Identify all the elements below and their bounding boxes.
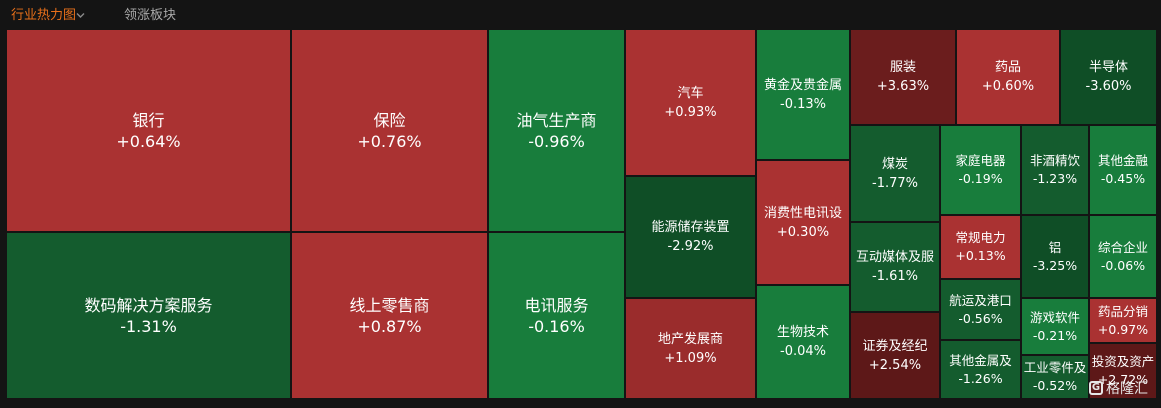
tile-gold-precious-metals[interactable]: 黄金及贵金属 -0.13% [756, 29, 850, 160]
tile-name: 汽车 [677, 85, 704, 101]
tile-name: 银行 [132, 110, 165, 130]
tile-automobile[interactable]: 汽车 +0.93% [625, 29, 756, 176]
tile-name: 互动媒体及服 [855, 250, 934, 265]
chevron-down-icon[interactable] [76, 11, 85, 20]
tile-change: -2.92% [667, 239, 714, 254]
tile-change: -0.56% [958, 310, 1003, 326]
tile-name: 数码解决方案服务 [84, 295, 213, 315]
tile-name: 航运及港口 [949, 292, 1012, 308]
tile-aluminum[interactable]: 铝 -3.25% [1021, 215, 1089, 298]
tile-change: -1.77% [872, 175, 918, 191]
tile-name: 铝 [1048, 239, 1062, 255]
tile-shipping-ports[interactable]: 航运及港口 -0.56% [940, 279, 1021, 340]
tile-name: 药品分销 [1097, 303, 1148, 319]
tile-name: 能源储存装置 [651, 220, 730, 235]
tile-change: +3.63% [876, 79, 930, 94]
tile-name: 黄金及贵金属 [763, 77, 842, 93]
tile-digital-solutions[interactable]: 数码解决方案服务 -1.31% [6, 232, 291, 399]
tile-name: 家庭电器 [955, 153, 1006, 168]
tile-other-metals[interactable]: 其他金属及 -1.26% [940, 340, 1021, 399]
tile-securities-brokerage[interactable]: 证券及经纪 +2.54% [850, 312, 940, 399]
tile-change: +0.97% [1097, 321, 1149, 337]
tile-name: 半导体 [1088, 60, 1128, 75]
tile-change: +0.30% [776, 224, 830, 240]
tile-change: -3.25% [1032, 257, 1078, 273]
tile-change: +2.72% [1097, 372, 1149, 387]
tile-name: 非酒精饮 [1029, 153, 1080, 168]
tile-conglomerates[interactable]: 综合企业 -0.06% [1089, 215, 1157, 298]
tile-investment-asset[interactable]: 投资及资产 +2.72% [1089, 343, 1157, 399]
tile-conventional-power[interactable]: 常规电力 +0.13% [940, 215, 1021, 279]
gelonghui-logo-icon: G [1089, 381, 1103, 395]
tile-name: 消费性电讯设 [763, 205, 842, 221]
tile-change: -0.21% [1032, 327, 1078, 343]
watermark-text: 格隆汇 [1106, 381, 1148, 397]
tile-non-alcoholic-beverages[interactable]: 非酒精饮 -1.23% [1021, 125, 1089, 215]
tile-name: 其他金属及 [949, 352, 1012, 368]
tile-name: 常规电力 [955, 230, 1006, 245]
tile-energy-storage[interactable]: 能源储存装置 -2.92% [625, 176, 756, 298]
tile-bank[interactable]: 银行 +0.64% [6, 29, 291, 232]
header-bar: 行业热力图 领涨板块 [0, 0, 1161, 30]
tile-name: 地产发展商 [657, 331, 723, 347]
tile-change: -0.16% [528, 316, 585, 336]
tile-oil-gas[interactable]: 油气生产商 -0.96% [488, 29, 625, 232]
heatmap: 银行 +0.64% 数码解决方案服务 -1.31% 保险 +0.76% 线上零售… [0, 28, 1161, 400]
tile-name: 证券及经纪 [862, 338, 928, 354]
tile-apparel[interactable]: 服装 +3.63% [850, 29, 956, 125]
tile-consumer-telecom-equipment[interactable]: 消费性电讯设 +0.30% [756, 160, 850, 285]
tile-name: 游戏软件 [1029, 309, 1080, 325]
tile-home-appliances[interactable]: 家庭电器 -0.19% [940, 125, 1021, 215]
tile-change: -1.26% [958, 370, 1003, 386]
tile-name: 工业零件及 [1023, 360, 1087, 375]
tile-change: -1.23% [1032, 171, 1078, 186]
tile-change: +0.87% [357, 316, 422, 336]
tile-telecom-services[interactable]: 电讯服务 -0.16% [488, 232, 625, 399]
tile-change: -0.45% [1100, 171, 1146, 186]
tile-biotech[interactable]: 生物技术 -0.04% [756, 285, 850, 399]
tile-insurance[interactable]: 保险 +0.76% [291, 29, 488, 232]
tile-drug-distribution[interactable]: 药品分销 +0.97% [1089, 298, 1157, 343]
tile-name: 生物技术 [776, 325, 829, 340]
tile-change: -1.31% [120, 316, 177, 336]
tile-change: -0.19% [958, 171, 1003, 186]
tile-change: -0.06% [1100, 257, 1146, 273]
tile-game-software[interactable]: 游戏软件 -0.21% [1021, 298, 1089, 355]
tile-name: 油气生产商 [516, 110, 597, 130]
tile-name: 药品 [994, 60, 1021, 75]
tab-leading-sectors[interactable]: 领涨板块 [124, 8, 177, 23]
tile-interactive-media[interactable]: 互动媒体及服 -1.61% [850, 222, 940, 312]
tile-name: 投资及资产 [1091, 354, 1155, 369]
tile-change: +0.64% [116, 131, 181, 151]
tile-other-finance[interactable]: 其他金融 -0.45% [1089, 125, 1157, 215]
tile-change: +0.13% [955, 248, 1006, 263]
tile-property-developers[interactable]: 地产发展商 +1.09% [625, 298, 756, 399]
tile-pharmaceuticals[interactable]: 药品 +0.60% [956, 29, 1060, 125]
tile-online-retail[interactable]: 线上零售商 +0.87% [291, 232, 488, 399]
tab-industry-heatmap[interactable]: 行业热力图 [11, 8, 77, 23]
tile-name: 线上零售商 [349, 295, 430, 315]
tile-change: +0.76% [357, 131, 422, 151]
tile-change: +0.93% [664, 104, 717, 120]
tile-change: +0.60% [981, 79, 1035, 94]
tile-change: -0.13% [780, 96, 826, 112]
tile-coal[interactable]: 煤炭 -1.77% [850, 125, 940, 222]
tile-name: 保险 [373, 110, 406, 130]
tile-name: 服装 [889, 60, 916, 75]
tile-semiconductors[interactable]: 半导体 -3.60% [1060, 29, 1157, 125]
tile-name: 其他金融 [1097, 153, 1148, 168]
tile-name: 综合企业 [1097, 239, 1148, 255]
tile-change: -0.96% [528, 131, 585, 151]
tile-change: +1.09% [664, 350, 717, 366]
tile-name: 煤炭 [881, 156, 908, 172]
tile-change: -0.04% [780, 344, 826, 359]
tile-name: 电讯服务 [524, 295, 589, 315]
watermark: G 格隆汇 [1089, 378, 1148, 398]
tile-change: -3.60% [1085, 79, 1132, 94]
tile-change: -0.52% [1032, 378, 1078, 393]
tile-change: -1.61% [872, 269, 918, 284]
tile-industrial-parts[interactable]: 工业零件及 -0.52% [1021, 355, 1089, 399]
tile-change: +2.54% [868, 357, 922, 373]
